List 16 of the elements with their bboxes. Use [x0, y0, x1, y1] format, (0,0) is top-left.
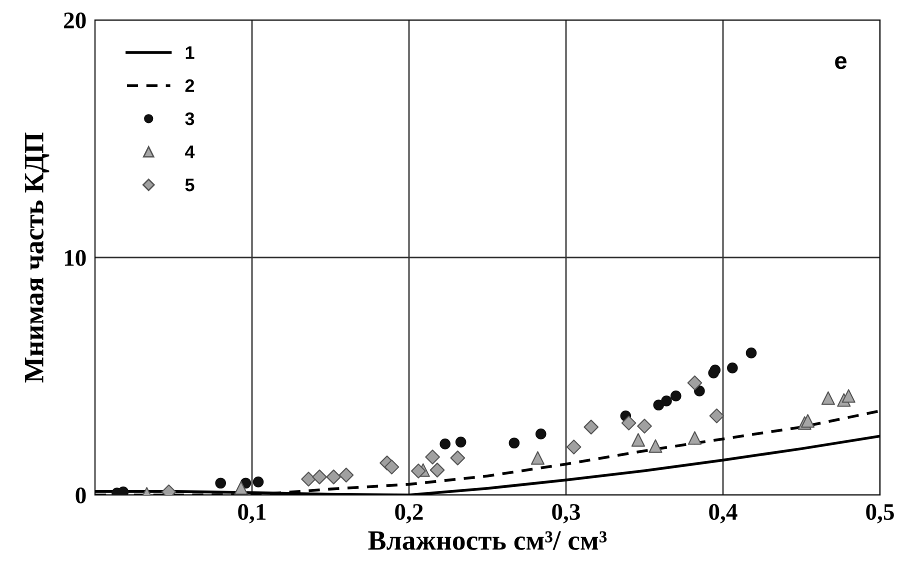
x-axis-title: Влажность см³/ см³	[368, 531, 607, 550]
annotation: е	[835, 56, 847, 70]
x-tick-label: 0,3	[552, 504, 580, 524]
x-tick-label: 0,4	[709, 504, 738, 524]
legend-label: 4	[185, 146, 195, 158]
y-tick-label: 20	[64, 12, 86, 28]
legend-label: 1	[186, 46, 194, 59]
x-tick-label: 0,2	[395, 504, 423, 524]
legend-label: 2	[185, 79, 194, 92]
x-tick-label: 0,5	[866, 504, 894, 524]
y-tick-label: 10	[64, 250, 86, 266]
legend-label: 5	[185, 178, 194, 192]
y-tick-label: 0	[76, 487, 86, 504]
x-tick-label: 0,1	[238, 504, 266, 524]
legend-label: 3	[185, 112, 194, 126]
y-axis-title: Мнимая часть КДП	[25, 132, 50, 382]
